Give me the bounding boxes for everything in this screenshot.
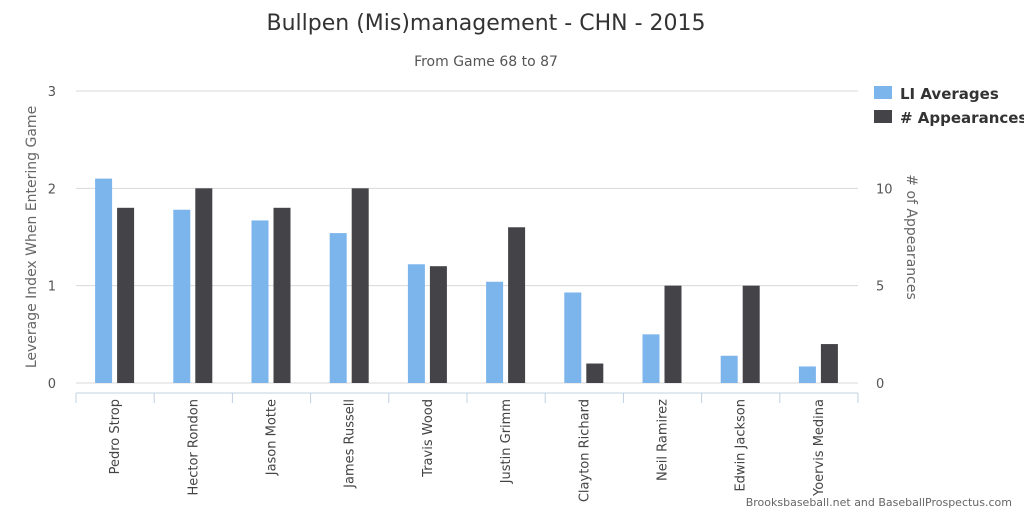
bar-li-average bbox=[407, 264, 425, 383]
category-label: Pedro Strop bbox=[108, 399, 123, 474]
bar-appearances bbox=[820, 344, 838, 383]
bar-li-average bbox=[720, 355, 738, 383]
legend-label-li: LI Averages bbox=[900, 85, 999, 103]
bar-appearances bbox=[273, 207, 291, 383]
category-label: Neil Ramirez bbox=[656, 399, 671, 481]
bar-appearances bbox=[117, 207, 135, 383]
left-y-axis: 0 1 2 3 bbox=[48, 85, 56, 392]
credit-text: Brooksbaseball.net and BaseballProspectu… bbox=[746, 496, 1012, 509]
gridlines bbox=[76, 90, 858, 384]
category-label: Justin Grimm bbox=[499, 399, 514, 484]
bar-appearances bbox=[508, 227, 526, 383]
bar-li-average bbox=[486, 281, 504, 383]
bars bbox=[95, 178, 838, 383]
bar-li-average bbox=[642, 334, 660, 383]
category-label: Jason Motte bbox=[265, 399, 280, 476]
category-label: Clayton Richard bbox=[577, 399, 592, 502]
bar-appearances bbox=[351, 188, 369, 383]
chart-subtitle: From Game 68 to 87 bbox=[414, 54, 558, 70]
legend-label-appearances: # Appearances bbox=[900, 109, 1024, 127]
bar-li-average bbox=[173, 209, 191, 383]
left-tick-label: 3 bbox=[48, 85, 56, 100]
legend-swatch-appearances bbox=[874, 110, 892, 123]
bar-appearances bbox=[742, 285, 760, 383]
x-axis: Pedro Strop Hector Rondon Jason Motte James… bbox=[75, 392, 859, 502]
legend[interactable]: LI Averages # Appearances bbox=[874, 85, 1024, 127]
category-label: Yoervis Medina bbox=[812, 399, 827, 497]
left-tick-label: 0 bbox=[48, 377, 56, 392]
bar-li-average bbox=[95, 178, 113, 383]
left-tick-label: 2 bbox=[48, 182, 56, 197]
category-label: Hector Rondon bbox=[186, 399, 201, 496]
legend-swatch-li bbox=[874, 86, 892, 99]
bar-appearances bbox=[429, 266, 447, 383]
right-axis-title: # of Appearances bbox=[903, 174, 919, 299]
right-tick-label: 5 bbox=[876, 280, 884, 295]
category-label: Travis Wood bbox=[421, 399, 436, 478]
right-y-axis: 051015 bbox=[876, 85, 893, 392]
category-label: Edwin Jackson bbox=[734, 399, 749, 492]
bar-li-average bbox=[251, 220, 269, 383]
category-label: James Russell bbox=[343, 399, 358, 489]
bar-appearances bbox=[195, 188, 213, 383]
bar-li-average bbox=[564, 292, 582, 383]
chart-title: Bullpen (Mis)management - CHN - 2015 bbox=[267, 11, 706, 36]
bar-appearances bbox=[586, 363, 604, 383]
bar-appearances bbox=[664, 285, 682, 383]
bar-li-average bbox=[798, 366, 816, 383]
right-tick-label: 0 bbox=[876, 377, 884, 392]
left-axis-title: Leverage Index When Entering Game bbox=[24, 106, 40, 368]
right-tick-label: 10 bbox=[876, 182, 893, 197]
left-tick-label: 1 bbox=[48, 280, 56, 295]
bar-li-average bbox=[329, 233, 347, 383]
